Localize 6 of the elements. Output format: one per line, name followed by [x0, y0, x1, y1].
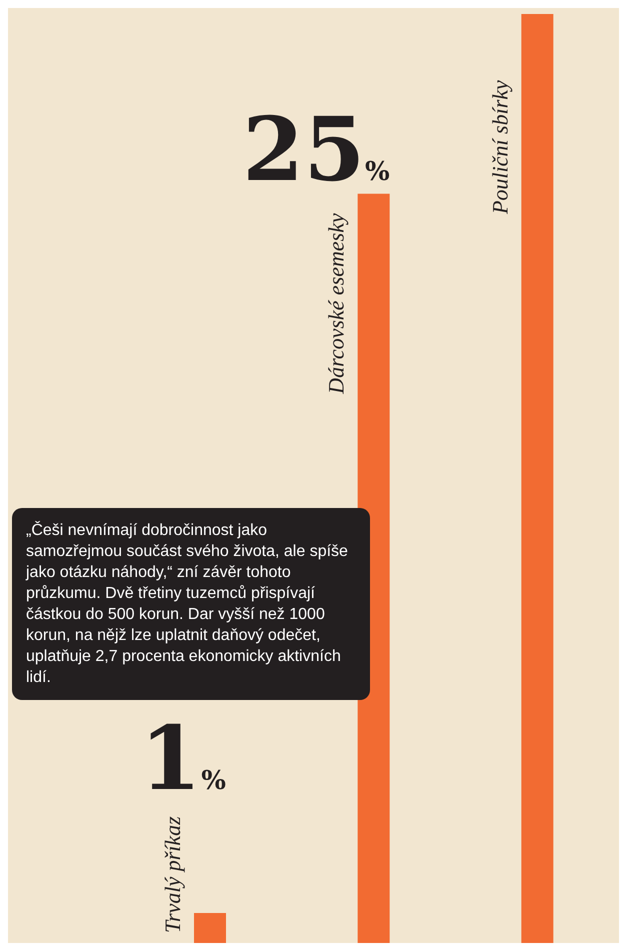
data-label: 25%	[242, 96, 390, 201]
x-tick-label: Dárcovské esemesky	[324, 212, 349, 395]
x-tick-label: Trvalý příkaz	[160, 816, 185, 933]
annotation: „Češi nevnímají dobročinnost jako samozřejmou součást svého života, ale spíše jako otázku náhody,“ zní závěr tohoto průzkumu. Dvě třetiny tuzemců přispívají částkou do 500 korun. Dar vyšší než 1000 korun, na nějž lze uplatnit daňový odečet, uplatňuje 2,7 procenta ekonomicky aktivních lidí.	[12, 508, 370, 700]
x-tick-label: Pouliční sbírky	[487, 80, 512, 215]
data-label: 1%	[140, 706, 226, 810]
